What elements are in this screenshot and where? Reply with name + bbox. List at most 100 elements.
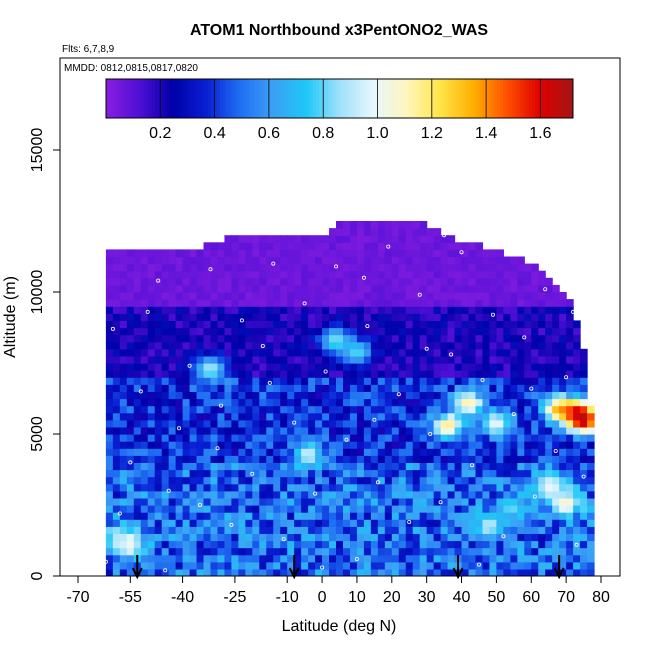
heatmap-cell: [119, 277, 128, 286]
heatmap-cell: [503, 476, 511, 485]
heatmap-cell: [391, 526, 400, 534]
heatmap-cell: [398, 348, 407, 357]
heatmap-cell: [503, 363, 511, 371]
heatmap-cell: [461, 313, 470, 321]
heatmap-cell: [182, 284, 191, 293]
heatmap-cell: [475, 299, 484, 307]
heatmap-cell: [175, 434, 184, 442]
heatmap-cell: [252, 462, 260, 471]
heatmap-cell: [391, 455, 400, 463]
colorbar-strip: [371, 79, 376, 118]
heatmap-cell: [363, 242, 372, 250]
heatmap-cell: [412, 490, 421, 499]
heatmap-cell: [405, 526, 414, 534]
heatmap-cell: [287, 384, 295, 392]
heatmap-cell: [363, 426, 372, 435]
heatmap-cell: [161, 441, 170, 449]
heatmap-cell: [294, 519, 302, 527]
heatmap-cell: [559, 320, 567, 329]
colorbar-strip: [111, 79, 116, 118]
heatmap-cell: [433, 363, 442, 371]
heatmap-cell: [329, 327, 337, 336]
heatmap-cell: [566, 512, 574, 520]
heatmap-cell: [496, 469, 504, 478]
heatmap-cell: [301, 327, 309, 336]
heatmap-cell: [203, 363, 212, 371]
heatmap-cell: [315, 505, 323, 513]
heatmap-cell: [315, 270, 323, 279]
heatmap-cell: [531, 363, 539, 371]
heatmap-cell: [552, 299, 560, 307]
heatmap-cell: [287, 348, 295, 357]
heatmap-cell: [384, 348, 393, 357]
heatmap-cell: [377, 398, 386, 407]
heatmap-cell: [426, 462, 435, 471]
heatmap-cell: [168, 554, 177, 563]
heatmap-cell: [252, 533, 260, 542]
heatmap-cell: [301, 490, 309, 499]
colorbar-strip: [453, 79, 457, 118]
heatmap-cell: [203, 476, 212, 485]
heatmap-cell: [370, 455, 379, 463]
heatmap-cell: [224, 519, 233, 527]
heatmap-cell: [377, 320, 386, 329]
heatmap-cell: [545, 455, 553, 463]
heatmap-cell: [531, 561, 539, 570]
heatmap-cell: [573, 497, 581, 506]
heatmap-cell: [412, 568, 421, 576]
heatmap-cell: [349, 412, 358, 421]
colorbar-strip: [313, 79, 317, 118]
heatmap-cell: [496, 334, 504, 343]
heatmap-cell: [398, 469, 407, 478]
heatmap-cell: [531, 334, 539, 343]
heatmap-cell: [370, 377, 379, 385]
heatmap-cell: [419, 348, 428, 357]
heatmap-cell: [503, 419, 511, 428]
heatmap-cell: [210, 306, 219, 314]
heatmap-cell: [189, 370, 198, 378]
heatmap-cell: [196, 299, 205, 307]
heatmap-cell: [273, 398, 281, 407]
heatmap-cell: [545, 348, 553, 357]
heatmap-cell: [433, 327, 442, 336]
heatmap-cell: [238, 355, 246, 364]
heatmap-cell: [336, 434, 344, 442]
heatmap-cell: [370, 370, 379, 378]
heatmap-cell: [370, 391, 379, 400]
heatmap-cell: [147, 292, 156, 300]
heatmap-cell: [112, 284, 121, 293]
heatmap-cell: [405, 455, 414, 463]
heatmap-cell: [461, 405, 470, 414]
heatmap-cell: [112, 370, 121, 378]
heatmap-cell: [573, 490, 581, 499]
heatmap-cell: [475, 568, 484, 576]
heatmap-cell: [133, 462, 142, 471]
heatmap-cell: [370, 490, 379, 499]
heatmap-cell: [531, 519, 539, 527]
heatmap-cell: [294, 533, 302, 542]
heatmap-cell: [489, 348, 497, 357]
heatmap-cell: [245, 561, 253, 570]
heatmap-cell: [273, 235, 281, 243]
heatmap-cell: [475, 455, 484, 463]
heatmap-cell: [398, 256, 407, 265]
heatmap-cell: [168, 313, 177, 321]
heatmap-cell: [468, 533, 477, 542]
heatmap-cell: [105, 277, 114, 286]
heatmap-cell: [252, 263, 260, 272]
heatmap-cell: [252, 526, 260, 534]
heatmap-cell: [161, 355, 170, 364]
colorbar-strip: [263, 79, 268, 118]
heatmap-cell: [259, 263, 267, 272]
heatmap-cell: [405, 412, 414, 421]
heatmap-cell: [182, 355, 191, 364]
heatmap-cell: [356, 235, 365, 243]
heatmap-cell: [468, 370, 477, 378]
heatmap-cell: [231, 292, 239, 300]
heatmap-cell: [573, 533, 581, 542]
heatmap-cell: [356, 505, 365, 513]
heatmap-cell: [203, 554, 212, 563]
heatmap-cell: [510, 377, 518, 385]
heatmap-cell: [322, 256, 330, 265]
